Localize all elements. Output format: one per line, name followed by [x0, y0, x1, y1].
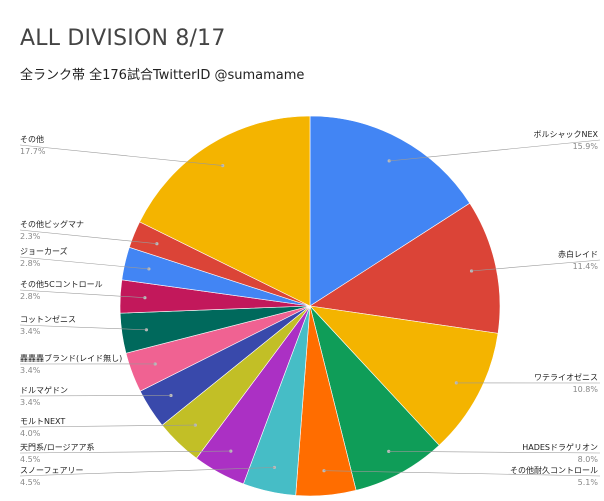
pie-value-label-14: 17.7%: [20, 147, 46, 156]
pie-value-label-7: 4.0%: [20, 429, 41, 438]
pie-value-label-0: 15.9%: [573, 142, 599, 151]
pie-value-label-11: 2.8%: [20, 292, 41, 301]
pie-leader-line-11: [19, 289, 145, 298]
pie-leader-line-6: [19, 450, 231, 454]
pie-label-12: ジョーカーズ: [20, 246, 68, 256]
pie-value-label-5: 4.5%: [20, 478, 41, 487]
pie-value-label-9: 3.4%: [20, 366, 41, 375]
pie-label-14: その他: [20, 134, 44, 144]
pie-leader-line-1: [471, 259, 601, 272]
pie-label-8: ドルマゲドン: [20, 385, 68, 395]
pie-label-4: その他耐久コントロール: [510, 465, 598, 475]
pie-value-label-10: 3.4%: [20, 327, 41, 336]
pie-label-1: 赤白レイド: [558, 249, 598, 259]
chart-subtitle: 全ランク帯 全176試合TwitterID @sumamame: [20, 68, 305, 83]
pie-leader-line-8: [19, 395, 171, 397]
pie-leader-line-14: [19, 144, 223, 166]
pie-value-label-6: 4.5%: [20, 455, 41, 464]
pie-label-2: ワテライオゼニス: [534, 372, 598, 382]
pie-value-label-4: 5.1%: [578, 478, 599, 487]
pie-value-label-12: 2.8%: [20, 259, 41, 268]
pie-leader-lines: [19, 139, 601, 477]
pie-value-label-2: 10.8%: [573, 385, 599, 394]
pie-slice-1: [309, 202, 501, 334]
pie-label-7: モルトNEXT: [20, 417, 65, 426]
pie-leader-line-5: [19, 467, 275, 477]
pie-leader-line-3: [388, 451, 601, 454]
pie-value-label-3: 8.0%: [578, 455, 599, 464]
pie-label-13: その他ビッグマナ: [20, 219, 84, 229]
pie-value-label-8: 3.4%: [20, 398, 41, 407]
pie-slice-14: [139, 115, 311, 307]
pie-label-0: ボルシャックNEX: [533, 130, 598, 139]
pie-leader-line-4: [323, 470, 601, 477]
pie-slice-3: [309, 305, 440, 491]
pie-label-3: HADESドラゲリオン: [522, 442, 598, 452]
pie-label-10: コットンゼニス: [20, 314, 76, 324]
pie-label-5: スノーフェアリー: [20, 466, 84, 475]
pie-leader-line-13: [19, 229, 157, 244]
pie-slices: [119, 115, 501, 497]
pie-leader-line-0: [389, 139, 601, 162]
pie-value-label-13: 2.3%: [20, 232, 41, 241]
pie-value-label-1: 11.4%: [573, 262, 599, 271]
pie-label-9: 轟轟轟ブランド(レイド無し): [20, 353, 122, 363]
pie-labels: ボルシャックNEX 15.9% 赤白レイド 11.4% ワテライオゼニス 10.8% HAD…: [20, 130, 599, 487]
pie-label-11: その他5Cコントロール: [20, 279, 103, 289]
pie-slice-2: [309, 305, 499, 446]
chart-title: ALL DIVISION 8/17: [20, 26, 226, 51]
pie-leader-line-10: [19, 324, 147, 331]
pie-label-6: 天門系/ロージアア系: [20, 442, 95, 452]
pie-leader-line-12: [19, 256, 149, 270]
pie-leader-line-7: [19, 424, 196, 428]
pie-slice-0: [309, 115, 471, 307]
